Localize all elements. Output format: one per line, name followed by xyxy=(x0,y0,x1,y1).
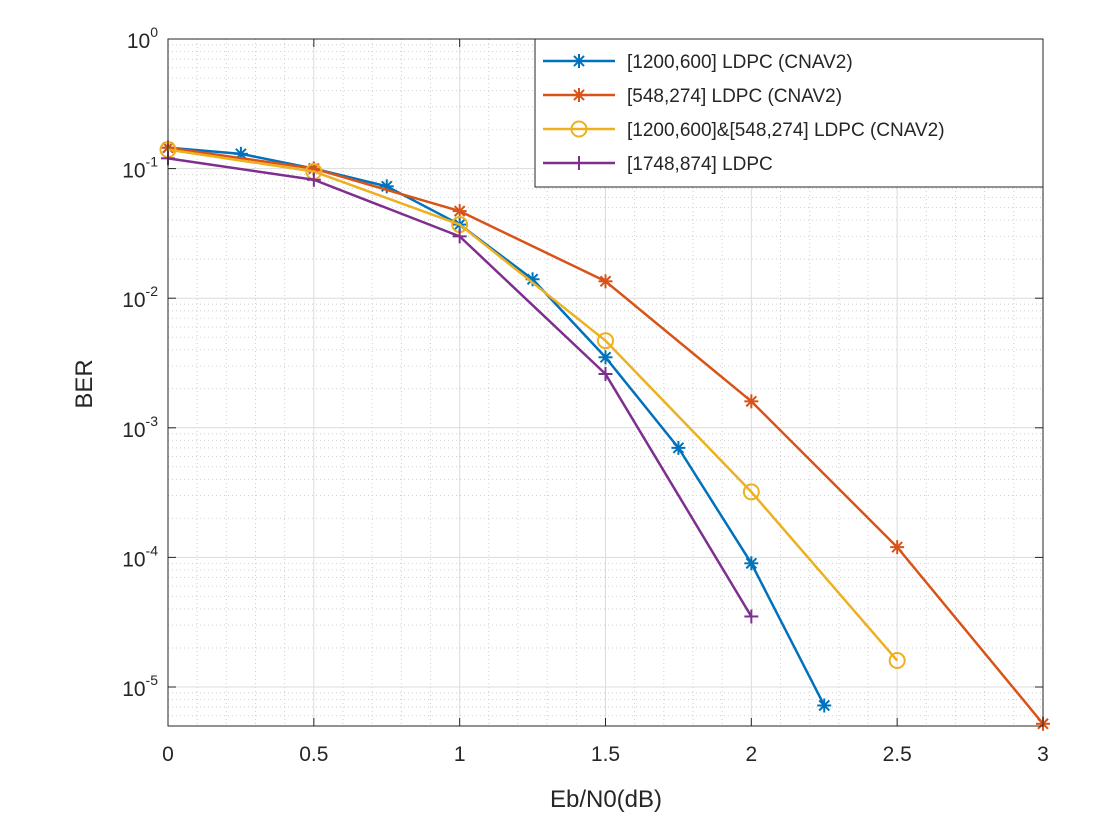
series-line xyxy=(167,148,899,662)
data-point xyxy=(570,120,588,138)
x-tick-label: 0.5 xyxy=(299,743,328,766)
series-line xyxy=(167,146,826,707)
legend-label: [1200,600] LDPC (CNAV2) xyxy=(627,52,853,73)
data-point xyxy=(744,556,759,571)
data-point xyxy=(598,274,613,289)
data-point xyxy=(744,394,759,409)
data-point xyxy=(888,652,906,670)
data-point xyxy=(598,350,613,365)
legend-entry: [1748,874] LDPC xyxy=(543,154,773,175)
data-point xyxy=(452,204,467,219)
legend: [1200,600] LDPC (CNAV2) [548,274] LDPC (C… xyxy=(534,38,1044,188)
y-tick-labels: 100 10-1 10-2 10-3 10-4 10-5 xyxy=(122,24,158,701)
legend-label: [1200,600]&[548,274] LDPC (CNAV2) xyxy=(627,120,945,141)
y-tick-label: 10-3 xyxy=(122,413,158,442)
data-point xyxy=(744,609,759,624)
data-point xyxy=(598,367,613,382)
tick-marks xyxy=(167,38,1044,726)
x-tick-label: 2 xyxy=(745,743,757,766)
y-tick-label: 10-2 xyxy=(122,283,158,312)
data-point xyxy=(817,698,832,713)
x-axis-title: Eb/N0(dB) xyxy=(550,786,662,813)
x-tick-label: 3 xyxy=(1037,743,1049,766)
data-point xyxy=(671,440,686,455)
x-tick-labels: 0 0.5 1 1.5 2 2.5 3 xyxy=(162,743,1049,766)
legend-box xyxy=(534,38,1044,188)
x-tick-label: 1.5 xyxy=(591,743,620,766)
minor-grid xyxy=(168,39,1043,726)
data-point xyxy=(233,146,248,161)
data-point xyxy=(572,88,586,102)
legend-label: [1748,874] LDPC xyxy=(627,154,773,175)
x-tick-label: 2.5 xyxy=(883,743,912,766)
data-point xyxy=(572,54,586,68)
data-point xyxy=(742,483,760,501)
data-point xyxy=(452,229,467,244)
x-tick-label: 0 xyxy=(162,743,174,766)
data-point xyxy=(306,172,321,187)
x-tick-label: 1 xyxy=(454,743,466,766)
data-point xyxy=(597,332,614,350)
y-tick-label: 10-1 xyxy=(122,154,158,183)
legend-entry: [548,274] LDPC (CNAV2) xyxy=(543,86,842,107)
legend-label: [548,274] LDPC (CNAV2) xyxy=(627,86,842,107)
data-point xyxy=(572,156,586,170)
series-layer xyxy=(159,140,1050,731)
legend-entry: [1200,600]&[548,274] LDPC (CNAV2) xyxy=(543,120,945,141)
data-point xyxy=(890,540,905,555)
y-tick-label: 10-5 xyxy=(122,672,158,701)
y-tick-label: 100 xyxy=(127,24,158,53)
y-tick-label: 10-4 xyxy=(122,542,158,571)
y-axis-title: BER xyxy=(71,359,98,408)
legend-entry: [1200,600] LDPC (CNAV2) xyxy=(543,52,853,73)
